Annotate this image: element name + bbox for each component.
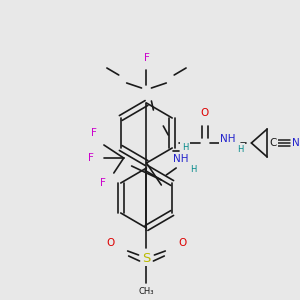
Text: O: O	[178, 238, 186, 248]
Text: F: F	[143, 53, 149, 63]
Text: F: F	[91, 128, 97, 138]
Text: O: O	[201, 108, 209, 118]
Text: C: C	[269, 138, 277, 148]
Text: H: H	[190, 164, 196, 173]
Text: F: F	[100, 178, 106, 188]
Text: O: O	[107, 238, 115, 248]
Text: NH: NH	[220, 134, 236, 144]
Text: N: N	[292, 138, 300, 148]
Text: F: F	[88, 153, 94, 163]
Text: S: S	[142, 251, 151, 265]
Text: NH: NH	[173, 154, 189, 164]
Text: H: H	[237, 145, 244, 154]
Text: H: H	[182, 143, 188, 152]
Text: CH₃: CH₃	[139, 286, 154, 296]
